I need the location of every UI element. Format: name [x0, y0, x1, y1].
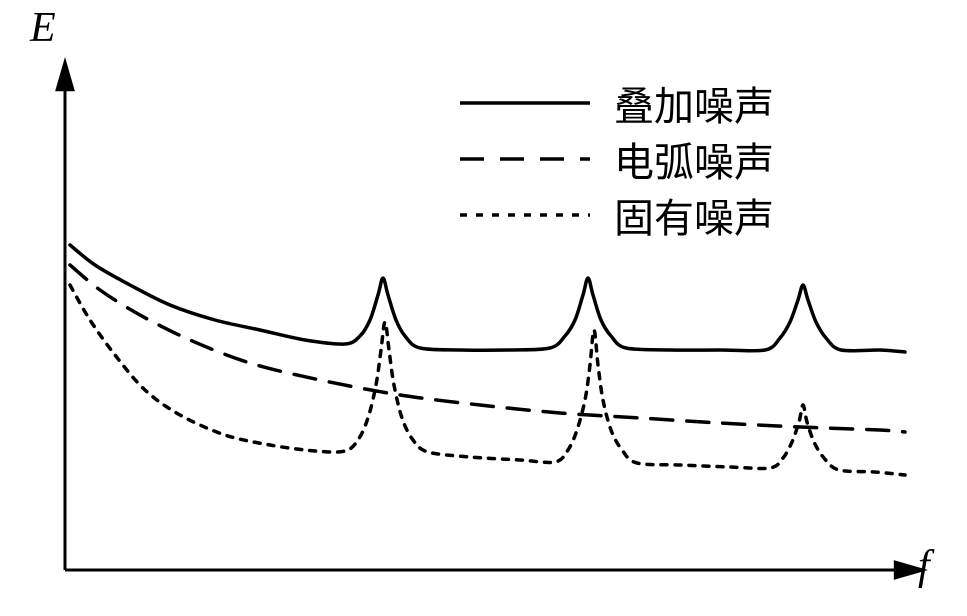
y-axis-label: E	[30, 4, 56, 52]
legend-line-long-dash	[460, 131, 590, 187]
superimposed-noise-curve	[70, 245, 905, 352]
legend-line-short-dash	[460, 187, 590, 243]
legend-label-arc: 电弧噪声	[614, 130, 774, 188]
legend-item-intrinsic: 固有噪声	[460, 187, 774, 243]
noise-spectrum-chart: E f 叠加噪声 电弧噪声 固有噪声	[0, 0, 967, 616]
legend-item-superimposed: 叠加噪声	[460, 75, 774, 131]
legend-line-solid	[460, 75, 590, 131]
x-axis-label: f	[918, 542, 930, 590]
legend-label-superimposed: 叠加噪声	[614, 74, 774, 132]
legend-label-intrinsic: 固有噪声	[614, 186, 774, 244]
legend-item-arc: 电弧噪声	[460, 131, 774, 187]
arc-noise-curve	[70, 265, 905, 432]
legend: 叠加噪声 电弧噪声 固有噪声	[460, 75, 774, 243]
